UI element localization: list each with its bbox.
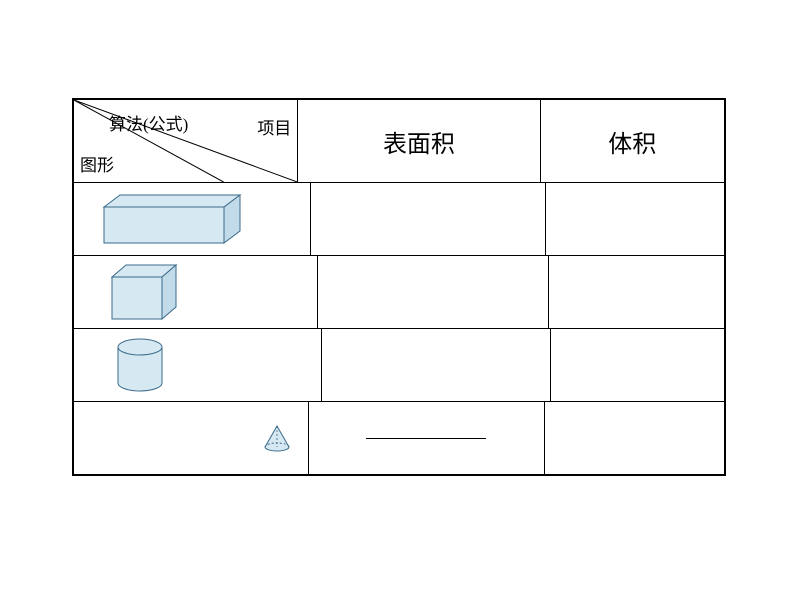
table-row xyxy=(74,329,724,402)
shape-cell-cylinder xyxy=(74,329,322,401)
diag-label-algorithm: 算法(公式) xyxy=(109,110,188,135)
diag-label-item: 项目 xyxy=(257,114,291,139)
header-surface-area: 表面积 xyxy=(298,100,540,182)
sa-cell-cylinder xyxy=(322,329,551,401)
diag-label-shape: 图形 xyxy=(80,151,114,176)
cube-icon xyxy=(104,261,184,323)
shape-cell-cube xyxy=(74,256,318,328)
vol-cell-cone xyxy=(545,402,724,474)
sa-cell-cone xyxy=(309,402,545,474)
table-row xyxy=(74,402,724,474)
shape-cell-cone xyxy=(74,402,309,474)
formula-table: 算法(公式) 项目 图形 表面积 体积 xyxy=(72,98,726,476)
sa-cell-cuboid xyxy=(311,183,546,255)
vol-cell-cuboid xyxy=(546,183,724,255)
header-vol-label: 体积 xyxy=(608,124,656,159)
header-diagonal-cell: 算法(公式) 项目 图形 xyxy=(74,100,298,182)
sa-cell-cube xyxy=(318,256,549,328)
vol-cell-cylinder xyxy=(551,329,724,401)
shape-cell-cuboid xyxy=(74,183,311,255)
vol-cell-cube xyxy=(549,256,724,328)
table-row xyxy=(74,256,724,329)
cuboid-icon xyxy=(94,191,244,247)
cylinder-icon xyxy=(110,335,170,395)
cone-icon xyxy=(262,423,292,453)
header-row: 算法(公式) 项目 图形 表面积 体积 xyxy=(74,100,724,183)
header-sa-label: 表面积 xyxy=(383,124,455,159)
blank-line xyxy=(366,438,486,439)
header-volume: 体积 xyxy=(541,100,724,182)
table-row xyxy=(74,183,724,256)
